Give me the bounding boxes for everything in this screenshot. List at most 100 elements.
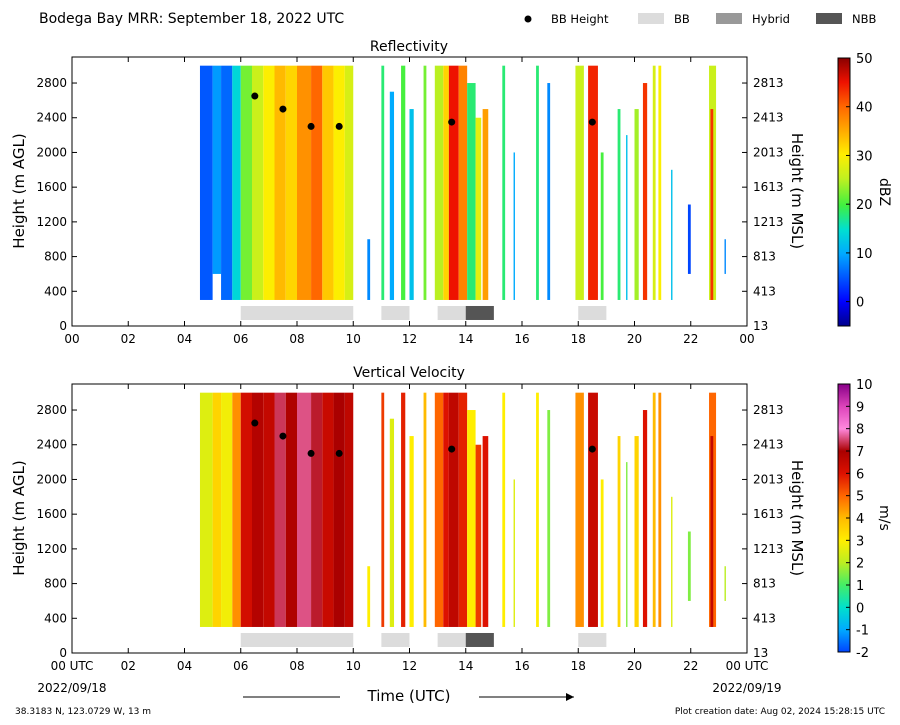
echo-column — [634, 436, 639, 627]
echo-column — [575, 392, 584, 627]
y-tick-label-right: 413 — [753, 284, 776, 298]
echo-column — [199, 65, 213, 300]
echo-column — [333, 65, 345, 300]
x-tick-label: 00 — [739, 332, 754, 346]
y-tick-label-right: 1613 — [753, 180, 784, 194]
bb-segment-bb — [437, 632, 466, 647]
echo-column — [333, 392, 345, 627]
echo-column — [274, 65, 286, 300]
colorbar-tick-label: 2 — [856, 557, 864, 572]
bb-segment-bb — [240, 305, 354, 320]
colorbar-tick-label: 8 — [856, 423, 864, 438]
y-tick-label: 0 — [59, 319, 67, 333]
x-tick-label: 08 — [289, 332, 304, 346]
bb-segment-nbb — [465, 305, 494, 320]
x-tick-label: 18 — [571, 659, 586, 673]
echo-column — [252, 65, 264, 300]
y-tick-label: 1200 — [36, 215, 67, 229]
y-tick-label-right: 2813 — [753, 403, 784, 417]
echo-column — [575, 65, 584, 300]
echo-column — [588, 392, 598, 627]
echo-column — [367, 239, 371, 300]
reflectivity-x-ticks: 00 02 04 06 08 10 12 14 16 18 20 22 00 — [64, 57, 755, 346]
xlabel-arrow-head — [566, 693, 574, 701]
reflectivity-colorbar-ticks: 0 10 20 30 40 50 — [846, 52, 873, 311]
colorbar-tick-label: 6 — [856, 467, 864, 482]
creation-date-text: Plot creation date: Aug 02, 2024 15:28:1… — [675, 707, 885, 717]
echo-column — [285, 392, 297, 627]
echo-column — [443, 65, 449, 300]
velocity-colorbar-label: m/s — [876, 505, 892, 531]
x-tick-label: 20 — [627, 659, 642, 673]
bb-segment-bb — [381, 305, 410, 320]
legend-bb-height-label: BB Height — [551, 12, 609, 26]
x-tick-label: 06 — [233, 332, 248, 346]
echo-column — [434, 392, 444, 627]
colorbar-tick-label: 10 — [856, 378, 873, 393]
colorbar-tick-label: 10 — [856, 247, 873, 262]
bb-height-point — [279, 432, 287, 440]
x-tick-label: 14 — [458, 332, 473, 346]
end-date: 2022/09/19 — [712, 681, 781, 695]
velocity-ylabel-right: Height (m MSL) — [788, 460, 806, 576]
echo-column — [475, 444, 482, 627]
x-tick-label: 04 — [177, 659, 192, 673]
x-tick-label: 00 UTC — [726, 659, 769, 673]
echo-column — [322, 65, 334, 300]
bb-segment-nbb — [465, 632, 494, 647]
x-tick-label: 02 — [121, 659, 136, 673]
echo-column — [458, 65, 468, 300]
y-tick-label-right: 2013 — [753, 145, 784, 159]
echo-column — [344, 65, 354, 300]
reflectivity-panel: Reflectivity 00 02 04 06 08 10 12 14 16 18 20 22 00 … — [10, 39, 892, 346]
reflectivity-bb-bar — [240, 305, 607, 320]
bb-height-point — [588, 445, 596, 453]
velocity-y-ticks-right: 13 413 813 1213 1613 2013 2413 2813 — [742, 403, 784, 660]
echo-column — [221, 65, 233, 300]
x-tick-label: 16 — [514, 332, 529, 346]
echo-column — [652, 65, 656, 300]
y-tick-label-right: 1213 — [753, 542, 784, 556]
bb-height-point — [448, 118, 456, 126]
colorbar-tick-label: 9 — [856, 400, 864, 415]
x-tick-label: 00 — [64, 332, 79, 346]
bb-segment-bb — [578, 632, 607, 647]
x-tick-label: 22 — [683, 332, 698, 346]
velocity-panel: Vertical Velocity 00 UTC 02 04 06 08 10 12 14 16… — [10, 365, 892, 673]
y-tick-label: 2800 — [36, 403, 67, 417]
location-text: 38.3183 N, 123.0729 W, 13 m — [15, 707, 151, 717]
x-tick-label: 04 — [177, 332, 192, 346]
x-tick-label: 12 — [402, 332, 417, 346]
x-tick-label: 10 — [346, 332, 361, 346]
reflectivity-ylabel-right: Height (m MSL) — [788, 133, 806, 249]
y-tick-label: 2400 — [36, 438, 67, 452]
echo-column — [617, 436, 621, 627]
reflectivity-y-ticks-right: 13 413 813 1213 1613 2013 2413 2813 — [742, 76, 784, 333]
echo-column — [311, 65, 323, 300]
y-tick-label: 2000 — [36, 472, 67, 486]
colorbar-tick-label: 40 — [856, 101, 873, 116]
echo-column — [617, 109, 621, 300]
reflectivity-title: Reflectivity — [370, 39, 448, 55]
y-tick-label: 800 — [44, 250, 67, 264]
echo-column — [221, 392, 233, 627]
echo-column — [263, 392, 275, 627]
echo-column — [475, 117, 482, 300]
echo-column — [240, 392, 252, 627]
bb-height-point — [251, 419, 259, 427]
echo-column — [642, 83, 648, 300]
echo-column — [443, 392, 449, 627]
echo-column — [467, 83, 476, 300]
bb-segment-bb — [240, 632, 354, 647]
echo-column — [710, 109, 714, 300]
figure-title: Bodega Bay MRR: September 18, 2022 UTC — [39, 11, 344, 27]
echo-column — [600, 479, 604, 627]
x-axis-label: Time (UTC) — [367, 687, 451, 705]
legend-bb-box — [638, 13, 664, 24]
echo-column — [344, 392, 354, 627]
velocity-colorbar-ticks: -2 -1 0 1 2 3 4 5 6 7 8 9 10 — [846, 378, 873, 661]
x-tick-label: 12 — [402, 659, 417, 673]
echo-column — [232, 392, 241, 627]
velocity-bb-bar — [240, 632, 607, 647]
velocity-title: Vertical Velocity — [353, 365, 465, 381]
